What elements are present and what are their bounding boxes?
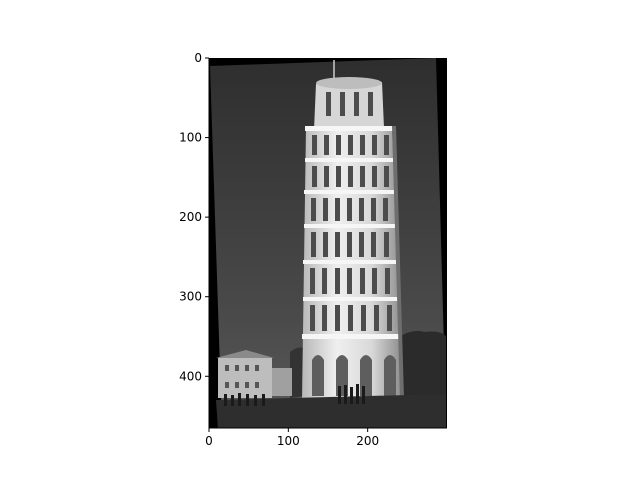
x-axis: 0 100 200: [205, 428, 379, 448]
tower-ledges: [302, 126, 402, 339]
ground: [216, 394, 446, 428]
crowd: [224, 384, 365, 406]
x-tick-label: 0: [205, 434, 213, 448]
y-tick-label: 400: [179, 369, 202, 383]
left-building: [216, 350, 292, 398]
tower-shadow-side: [392, 126, 404, 398]
tower-base-arches: [312, 355, 396, 396]
image-area: [209, 58, 447, 428]
image-spines: [208, 58, 447, 429]
x-tick-label: 100: [277, 434, 300, 448]
y-tick-label: 100: [179, 131, 202, 145]
tower-arches: [310, 92, 392, 331]
y-tick-label: 200: [179, 210, 202, 224]
y-tick-label: 0: [194, 51, 202, 65]
y-axis: 0 100 200 300 400: [179, 51, 209, 383]
tower-bell-chamber: [314, 82, 384, 130]
leaning-tower: [302, 60, 404, 400]
y-tick-label: 300: [179, 290, 202, 304]
photo: [210, 58, 446, 428]
x-tick-label: 200: [356, 434, 379, 448]
